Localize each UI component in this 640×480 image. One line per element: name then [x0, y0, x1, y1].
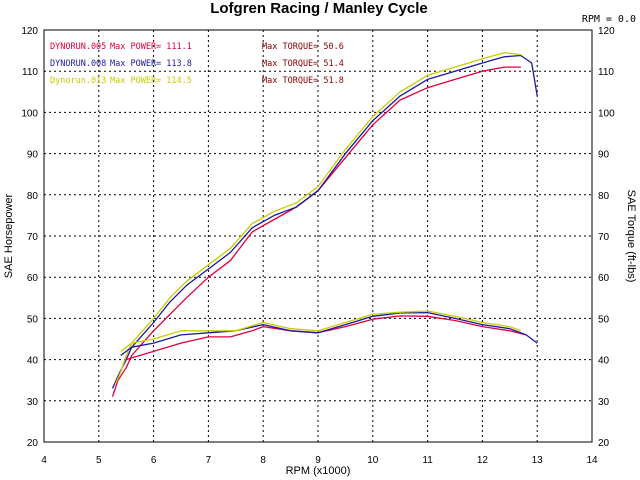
- left-y-tick-label: 60: [27, 273, 39, 284]
- x-tick-label: 7: [206, 455, 212, 466]
- right-y-tick-label: 70: [598, 232, 610, 243]
- legend-max-torque: Max TORQUE= 50.6: [262, 42, 344, 52]
- power-curve-1: [111, 66, 521, 397]
- power-curve-3: [114, 52, 521, 385]
- legend-max-torque: Max TORQUE= 51.4: [262, 59, 344, 69]
- torque-curve-2: [120, 311, 538, 357]
- left-y-tick-label: 20: [27, 438, 39, 449]
- legend-run-name: DYNORUN.008: [50, 59, 106, 69]
- legend-max-power: Max POWER= 113.8: [110, 59, 192, 69]
- power-curve-2: [111, 54, 538, 389]
- left-y-tick-label: 70: [27, 232, 39, 243]
- right-y-axis-label: SAE Torque (ft-lbs): [625, 190, 637, 283]
- grid-lines: [44, 30, 592, 442]
- x-axis-label: RPM (x1000): [286, 465, 351, 477]
- left-y-tick-label: 80: [27, 191, 39, 202]
- x-tick-label: 6: [151, 455, 157, 466]
- left-y-tick-label: 110: [22, 67, 38, 78]
- left-y-tick-label: 40: [27, 356, 39, 367]
- x-tick-label: 5: [96, 455, 102, 466]
- chart-title: Lofgren Racing / Manley Cycle: [210, 0, 428, 17]
- legend-max-power: Max POWER= 114.5: [110, 76, 192, 86]
- legend-max-torque: Max TORQUE= 51.8: [262, 76, 344, 86]
- left-y-axis-label: SAE Horsepower: [3, 193, 15, 278]
- legend-max-power: Max POWER= 111.1: [110, 42, 192, 52]
- x-tick-label: 12: [477, 455, 489, 466]
- right-y-tick-label: 80: [598, 191, 610, 202]
- x-tick-label: 11: [422, 455, 433, 466]
- left-y-tick-label: 50: [27, 314, 39, 325]
- left-y-tick-label: 100: [21, 108, 38, 119]
- x-tick-label: 13: [532, 455, 544, 466]
- left-y-tick-label: 30: [27, 397, 39, 408]
- right-y-tick-label: 100: [598, 108, 615, 119]
- right-y-tick-label: 40: [598, 356, 610, 367]
- series-lines: [111, 52, 538, 397]
- x-tick-label: 8: [260, 455, 266, 466]
- right-y-tick-label: 120: [598, 26, 615, 37]
- x-tick-label: 4: [41, 455, 47, 466]
- right-y-tick-labels: 20 30 40 50 60 70 80 90 100 110 120: [598, 26, 615, 449]
- legend: DYNORUN.005 Max POWER= 111.1 Max TORQUE= 5…: [50, 42, 344, 86]
- torque-curve-3: [120, 310, 522, 352]
- x-tick-label: 14: [586, 455, 598, 466]
- right-y-tick-label: 90: [598, 150, 610, 161]
- legend-run-name: DYNORUN.005: [50, 42, 106, 52]
- right-y-tick-label: 50: [598, 314, 610, 325]
- right-y-tick-label: 110: [598, 67, 614, 78]
- left-y-tick-labels: 20 30 40 50 60 70 80 90 100 110 120: [21, 26, 38, 449]
- x-tick-label: 9: [315, 455, 321, 466]
- right-y-tick-label: 60: [598, 273, 610, 284]
- left-y-tick-label: 90: [27, 150, 39, 161]
- rpm-readout: RPM = 0.0: [582, 14, 636, 25]
- right-y-tick-label: 30: [598, 397, 610, 408]
- x-tick-labels: 4 5 6 7 8 9 10 11 12 13 14: [41, 455, 598, 466]
- legend-run-name: Dynorun.013: [50, 76, 106, 86]
- x-tick-label: 10: [367, 455, 379, 466]
- left-y-tick-label: 120: [21, 26, 38, 37]
- plot-frame: [43, 29, 593, 443]
- right-y-tick-label: 20: [598, 438, 610, 449]
